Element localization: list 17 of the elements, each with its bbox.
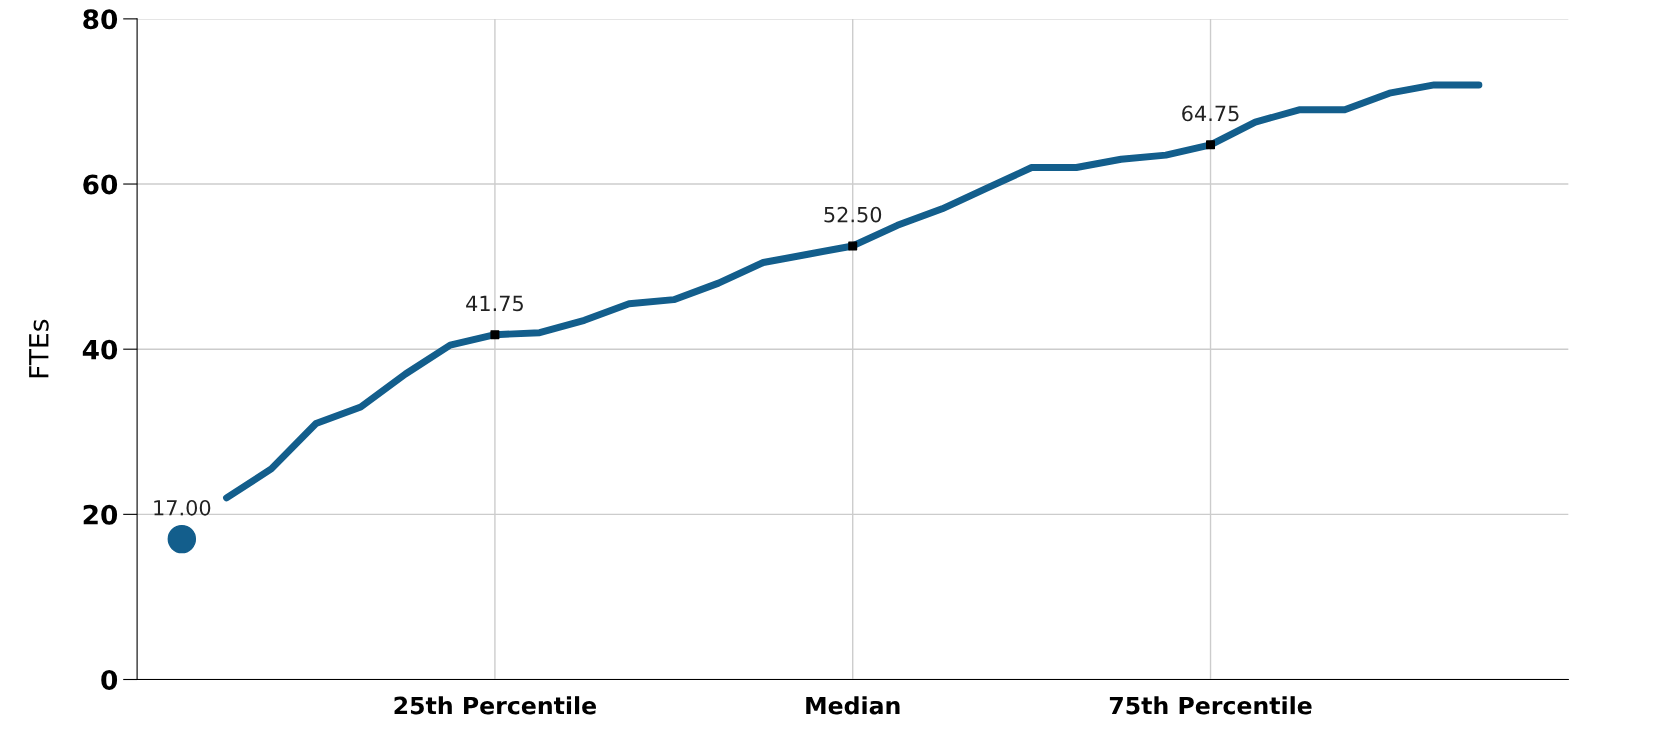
x-tick-label: 25th Percentile — [394, 696, 596, 715]
data-label: 52.50 — [824, 206, 882, 223]
y-tick-label: 20 — [83, 504, 118, 525]
data-label: 64.75 — [1182, 105, 1239, 122]
point — [490, 330, 500, 340]
y-tick-label: 80 — [83, 9, 118, 30]
x-tick-label: 75th Percentile — [1109, 696, 1312, 715]
data-label: 41.75 — [466, 295, 523, 312]
point — [848, 241, 858, 251]
y-axis-title: FTEs — [29, 319, 49, 378]
y-tick-label: 0 — [101, 669, 118, 690]
point — [167, 524, 197, 554]
data-label: 17.00 — [154, 499, 211, 516]
y-tick-label: 40 — [82, 339, 118, 360]
point — [1206, 140, 1216, 150]
x-tick-label: Median — [806, 696, 900, 715]
y-tick-label: 60 — [83, 174, 118, 195]
